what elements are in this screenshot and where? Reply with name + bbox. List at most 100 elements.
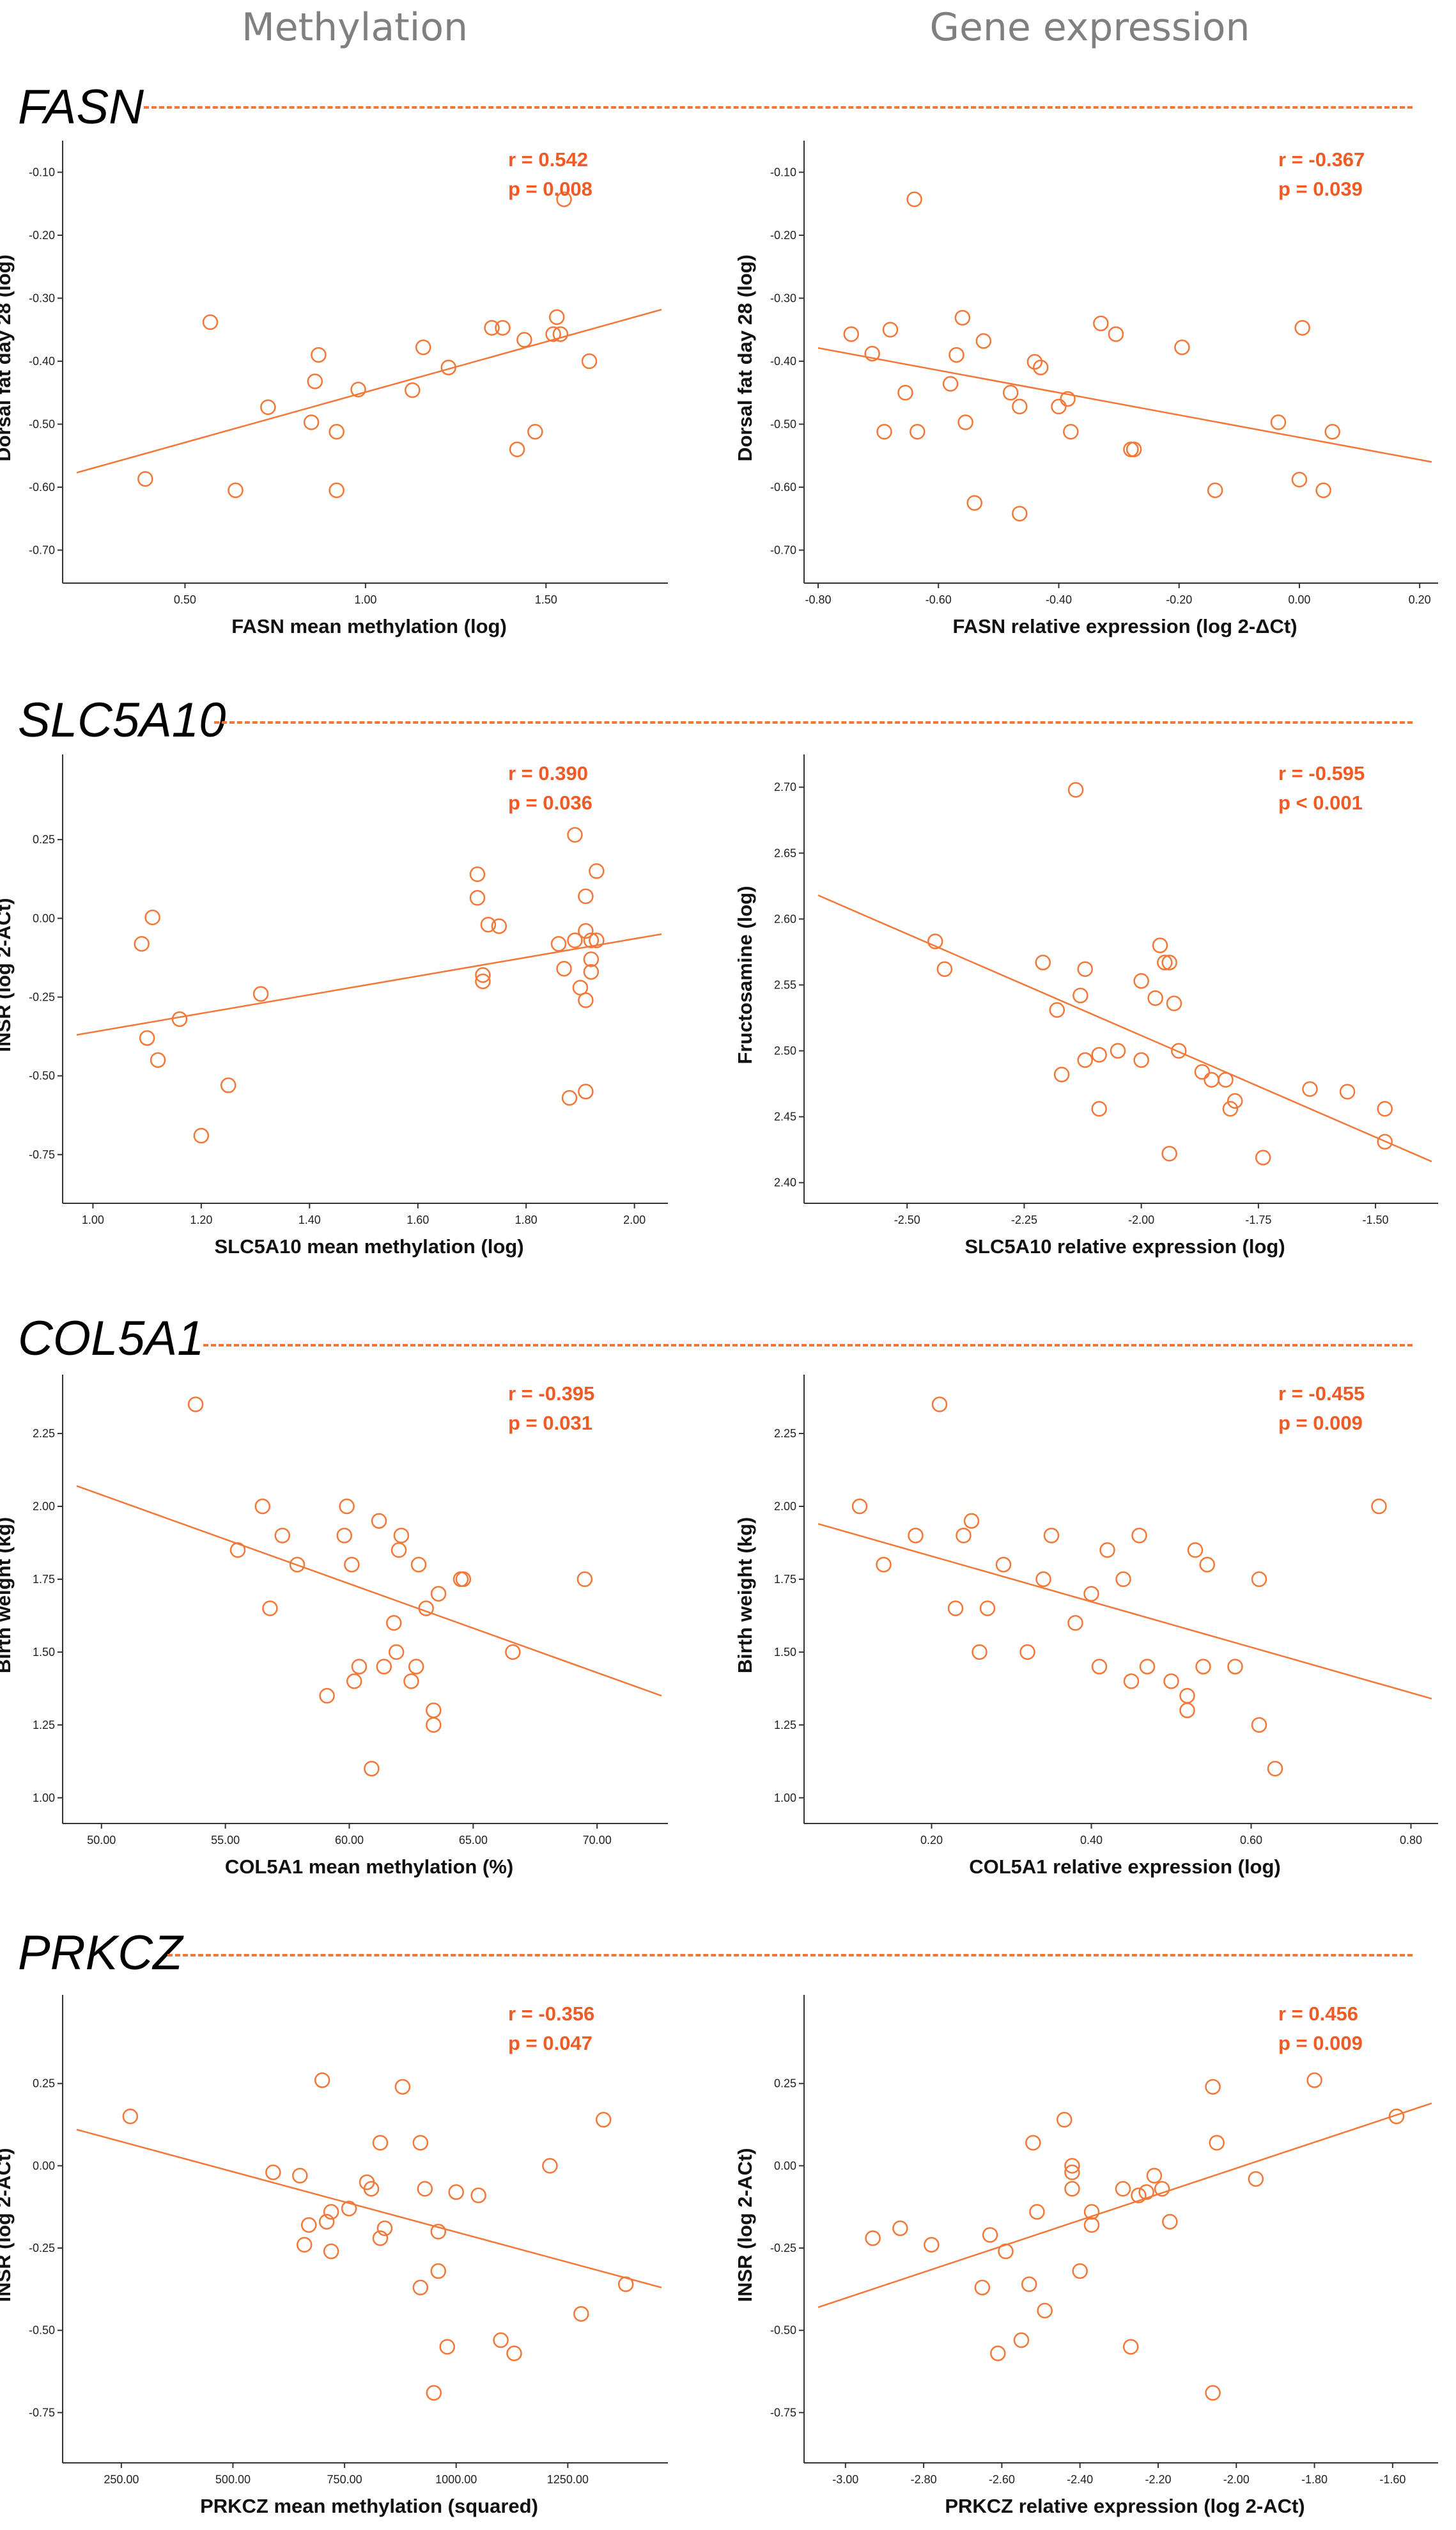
- data-point: [1035, 955, 1051, 971]
- y-tick-label: 1.50: [33, 1646, 55, 1659]
- data-point: [1115, 2181, 1131, 2197]
- y-tick-label: 2.70: [774, 781, 796, 793]
- slc5a10-expression-scatter: 2.40 2.45 2.50 2.55 2.60 2.65 2.70 -2.50 -2.25 -2…: [734, 754, 1438, 1258]
- x-tick-label: -0.40: [1046, 593, 1072, 606]
- y-tick-label: 2.60: [774, 912, 796, 925]
- y-tick-label: -0.75: [29, 2406, 55, 2419]
- data-point: [339, 1498, 355, 1515]
- y-tick-label: -0.75: [29, 1148, 55, 1161]
- data-point: [1051, 398, 1067, 415]
- y-tick-label: -0.20: [29, 229, 55, 242]
- y-tick-label: -0.25: [770, 2242, 796, 2254]
- data-point: [1163, 1673, 1179, 1689]
- p-value: p < 0.001: [1278, 792, 1363, 814]
- data-point: [1032, 359, 1049, 376]
- p-value: p = 0.031: [508, 1412, 592, 1434]
- y-tick-label: 1.00: [774, 1792, 796, 1804]
- regression-line: [817, 2102, 1432, 2308]
- regression-line: [76, 2128, 662, 2289]
- data-point: [947, 1600, 964, 1616]
- data-point: [583, 964, 600, 980]
- data-point: [1060, 391, 1076, 407]
- data-point: [311, 347, 327, 363]
- data-point: [470, 2187, 486, 2203]
- data-point: [307, 373, 323, 389]
- y-tick-label: 0.00: [33, 2159, 55, 2172]
- y-tick-label: -0.50: [770, 2324, 796, 2337]
- data-point: [1110, 1043, 1126, 1059]
- data-point: [122, 2108, 139, 2125]
- data-point: [329, 424, 345, 440]
- correlation-r-value: r = -0.367: [1278, 148, 1365, 171]
- data-point: [134, 935, 150, 952]
- data-point: [578, 992, 594, 1008]
- data-point: [1204, 1072, 1220, 1088]
- data-point: [982, 2227, 998, 2243]
- data-point: [975, 333, 992, 349]
- data-point: [493, 2332, 509, 2348]
- data-point: [376, 2220, 393, 2237]
- regression-line: [76, 933, 662, 1036]
- data-point: [410, 1556, 427, 1573]
- data-point: [1123, 1673, 1140, 1689]
- data-point: [1056, 2112, 1073, 2128]
- data-point: [1123, 441, 1139, 458]
- regression-line: [817, 1523, 1432, 1700]
- x-tick-label: -2.00: [1223, 2473, 1250, 2486]
- data-point: [954, 309, 971, 326]
- data-point: [430, 2263, 447, 2279]
- data-point: [583, 932, 600, 949]
- y-tick-label: -0.60: [770, 481, 796, 494]
- data-point: [1227, 1093, 1243, 1109]
- data-point: [998, 2243, 1014, 2260]
- data-point: [1248, 2171, 1264, 2187]
- gene-title-slc5a10: SLC5A10: [18, 693, 226, 747]
- data-point: [376, 1659, 392, 1675]
- data-point: [906, 191, 922, 208]
- x-tick-label: 1.80: [515, 1214, 538, 1226]
- prkcz-expression-scatter: -0.75 -0.50 -0.25 0.00 0.25 -3.00 -2.80 -2.60 -2…: [734, 1995, 1438, 2517]
- x-axis-label: COL5A1 mean methylation (%): [225, 1855, 513, 1878]
- data-point: [561, 1089, 578, 1106]
- data-point: [408, 1659, 424, 1675]
- x-tick-label: 0.40: [1080, 1834, 1103, 1847]
- data-point: [617, 2276, 634, 2292]
- data-point: [595, 2112, 612, 2128]
- data-point: [1049, 1002, 1065, 1018]
- x-tick-label: -0.20: [1166, 593, 1192, 606]
- data-point: [924, 2237, 940, 2253]
- data-point: [550, 935, 567, 952]
- y-tick-label: 2.25: [774, 1427, 796, 1440]
- data-point: [542, 2158, 558, 2174]
- x-tick-label: -2.40: [1067, 2473, 1093, 2486]
- data-point: [1043, 1527, 1060, 1543]
- data-point: [393, 1527, 410, 1543]
- x-tick-label: 1.40: [298, 1214, 321, 1226]
- data-point: [1371, 1498, 1387, 1515]
- data-point: [1083, 1586, 1099, 1602]
- data-point: [1073, 987, 1088, 1004]
- data-point: [864, 345, 880, 362]
- data-point: [1083, 2217, 1100, 2233]
- data-point: [469, 866, 486, 882]
- p-value: p = 0.047: [508, 2032, 592, 2054]
- data-point: [876, 1556, 892, 1573]
- x-tick-label: -2.00: [1128, 1214, 1154, 1226]
- data-point: [289, 1556, 306, 1573]
- data-point: [430, 1586, 447, 1602]
- x-tick-label: 500.00: [215, 2473, 251, 2486]
- data-point: [1157, 955, 1173, 971]
- data-point: [843, 326, 860, 342]
- data-point: [1035, 1571, 1051, 1588]
- data-point: [942, 376, 959, 392]
- x-axis-label: FASN mean methylation (log): [231, 615, 507, 637]
- gene-divider-prkcz: [167, 1954, 1413, 1956]
- data-point: [388, 1644, 405, 1660]
- y-axis-label: Dorsal fat day 28 (log): [0, 254, 15, 462]
- x-tick-label: 55.00: [211, 1834, 240, 1847]
- x-tick-label: 0.00: [1288, 593, 1310, 606]
- data-point: [371, 1513, 387, 1529]
- data-point: [990, 2345, 1006, 2361]
- x-tick-label: 1.50: [535, 593, 557, 606]
- data-point: [1013, 2332, 1030, 2348]
